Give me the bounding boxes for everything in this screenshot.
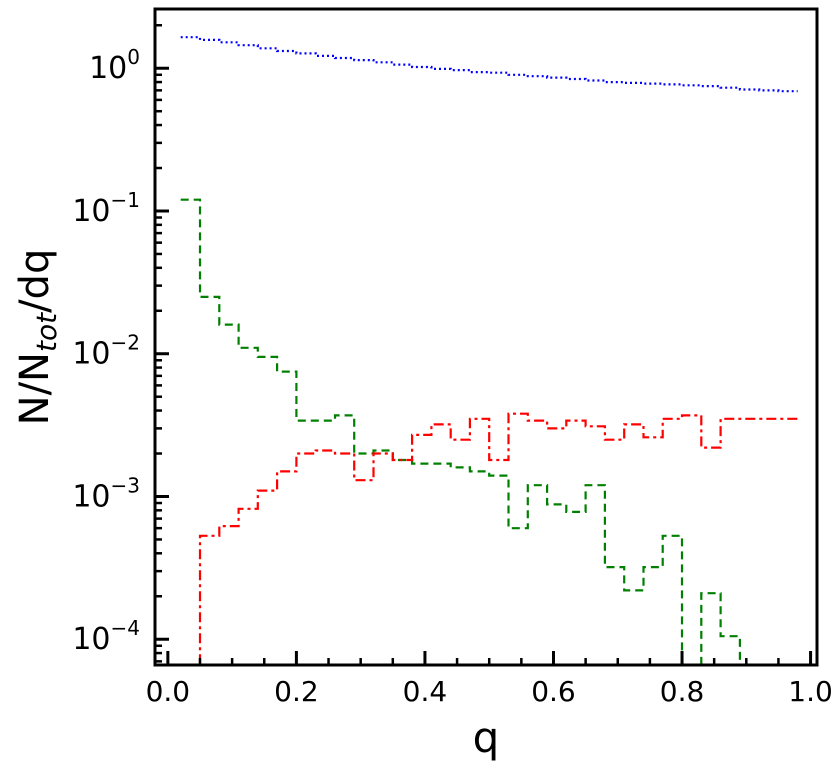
ticks-layer <box>155 24 813 665</box>
y-tick-label: 100 <box>89 45 140 86</box>
x-tick-labels: 0.0 0.2 0.4 0.6 0.8 1.0 <box>146 675 831 708</box>
series-line-1 <box>180 36 798 93</box>
y-tick-label: 10−2 <box>72 331 140 372</box>
x-tick-label: 0.8 <box>660 675 705 708</box>
x-axis-label: q <box>473 713 500 762</box>
x-tick-label: 0.0 <box>146 675 191 708</box>
y-tick-label: 10−1 <box>72 188 140 229</box>
x-tick-label: 0.2 <box>274 675 319 708</box>
series-line-2 <box>180 198 741 665</box>
plot-frame <box>153 7 819 667</box>
y-tick-labels: 100 10−1 10−2 10−3 10−4 <box>72 45 140 657</box>
y-axis-label: N/Ntot/dq <box>12 249 63 426</box>
x-tick-label: 0.6 <box>531 675 576 708</box>
series-line-3 <box>198 412 798 665</box>
y-tick-label: 10−4 <box>72 616 140 657</box>
y-tick-label: 10−3 <box>72 473 140 514</box>
x-tick-label: 0.4 <box>403 675 448 708</box>
y-axis-label-tail: /dq <box>12 249 58 313</box>
y-axis-label-subscript: tot <box>30 312 63 352</box>
y-axis-label-main: N/N <box>12 352 58 425</box>
x-tick-label: 1.0 <box>788 675 831 708</box>
series-layer <box>180 36 798 665</box>
